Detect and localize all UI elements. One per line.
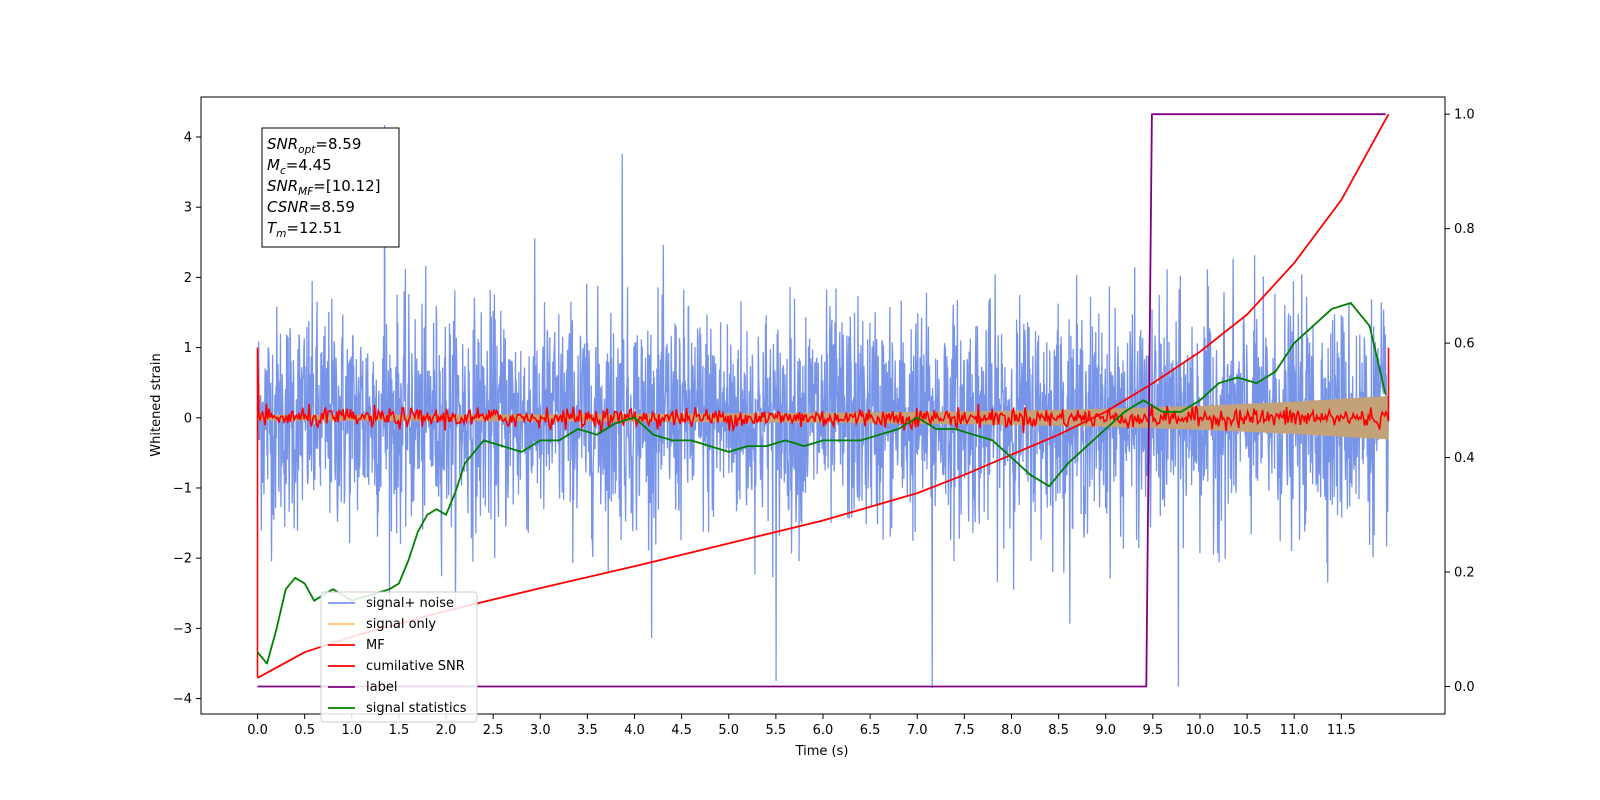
info-box-subscript: MF	[298, 186, 314, 198]
info-box-row: Mc=4.45	[267, 156, 332, 177]
y-tick-label: −1	[173, 481, 192, 496]
info-box-symbol: T	[267, 219, 278, 237]
info-box-symbol: SNR	[267, 135, 298, 153]
legend-entry-label: label	[366, 680, 397, 695]
info-box-subscript: c	[280, 165, 286, 177]
legend: signal+ noise signal only MF cumilative SNR…	[320, 591, 478, 723]
info-box-symbol: M	[267, 156, 280, 174]
info-box-row: SNRopt=8.59	[267, 135, 361, 156]
y2-tick-label: 0.0	[1454, 680, 1475, 695]
x-tick-label: 4.5	[671, 723, 692, 738]
x-tick-label: 5.5	[766, 723, 787, 738]
x-tick-label: 6.5	[860, 723, 881, 738]
x-tick-label: 7.5	[954, 723, 975, 738]
y-tick-label: −4	[173, 692, 192, 707]
info-box-value: =12.51	[286, 219, 342, 237]
series-signal-statistics-line	[256, 302, 1387, 665]
x-tick-label: 7.0	[907, 723, 928, 738]
y-tick-label: 3	[184, 201, 192, 216]
y-tick-label: 1	[184, 341, 192, 356]
x-tick-label: 11.0	[1280, 723, 1309, 738]
info-box-symbol: SNR	[267, 177, 298, 195]
x-axis-label: Time (s)	[795, 744, 849, 759]
info-box-subscript: opt	[298, 144, 316, 156]
x-tick-label: 5.0	[718, 723, 739, 738]
x-tick-label: 8.5	[1048, 723, 1069, 738]
y2-tick-label: 0.8	[1454, 222, 1475, 237]
series-mf-line	[256, 347, 1390, 678]
x-tick-label: 10.5	[1233, 723, 1262, 738]
y-axis-left: −4 −3 −2 −1 0 1 2 3 4	[173, 131, 201, 707]
x-tick-label: 3.0	[530, 723, 551, 738]
y-tick-label: 0	[184, 411, 192, 426]
y-tick-label: −3	[173, 622, 192, 637]
y-axis-label: Whitened strain	[149, 353, 164, 456]
x-tick-label: 1.5	[389, 723, 410, 738]
x-tick-label: 0.5	[294, 723, 315, 738]
legend-entry-label: signal+ noise	[366, 596, 454, 611]
info-box-subscript: m	[276, 228, 286, 240]
y-tick-label: −2	[173, 552, 192, 567]
y-axis-right: 0.0 0.2 0.4 0.6 0.8 1.0	[1445, 108, 1475, 695]
x-tick-label: 4.0	[624, 723, 645, 738]
x-tick-label: 0.0	[247, 723, 268, 738]
x-tick-label: 9.5	[1143, 723, 1164, 738]
y-tick-label: 2	[184, 271, 192, 286]
series-label-line	[257, 113, 1386, 688]
legend-entry-label: cumilative SNR	[366, 659, 465, 674]
y2-tick-label: 1.0	[1454, 108, 1475, 123]
x-tick-label: 3.5	[577, 723, 598, 738]
info-box-value: =4.45	[286, 156, 332, 174]
info-box-row: Tm=12.51	[267, 219, 342, 240]
info-box-value: =8.59	[315, 135, 361, 153]
x-tick-label: 10.0	[1185, 723, 1214, 738]
x-axis: 0.0 0.5 1.0 1.5 2.0 2.5 3.0 3.5 4.0 4.5 5.0 5.5 6.0 6…	[247, 714, 1356, 738]
info-box-row: SNRMF=[10.12]	[267, 177, 381, 198]
x-tick-label: 2.0	[436, 723, 457, 738]
info-box-row: CSNR=8.59	[267, 198, 355, 216]
info-box-symbol: CSNR	[267, 198, 309, 216]
legend-entry-label: signal only	[366, 617, 436, 632]
x-tick-label: 11.5	[1327, 723, 1356, 738]
x-tick-label: 6.0	[813, 723, 834, 738]
info-box-value: =8.59	[309, 198, 355, 216]
x-tick-label: 9.0	[1095, 723, 1116, 738]
legend-frame	[320, 591, 478, 723]
info-box: SNRopt=8.59Mc=4.45SNRMF=[10.12]CSNR=8.59…	[261, 127, 400, 248]
y2-tick-label: 0.6	[1454, 337, 1475, 352]
y2-tick-label: 0.4	[1454, 451, 1475, 466]
x-tick-label: 1.0	[341, 723, 362, 738]
info-box-frame	[261, 127, 400, 248]
x-tick-label: 8.0	[1001, 723, 1022, 738]
legend-entry-label: MF	[366, 638, 385, 653]
series-signal-noise-line	[256, 125, 1390, 689]
info-box-value: =[10.12]	[313, 177, 380, 195]
y-tick-label: 4	[184, 131, 192, 146]
x-tick-label: 2.5	[483, 723, 504, 738]
y2-tick-label: 0.2	[1454, 566, 1475, 581]
legend-entry-label: signal statistics	[366, 701, 467, 716]
